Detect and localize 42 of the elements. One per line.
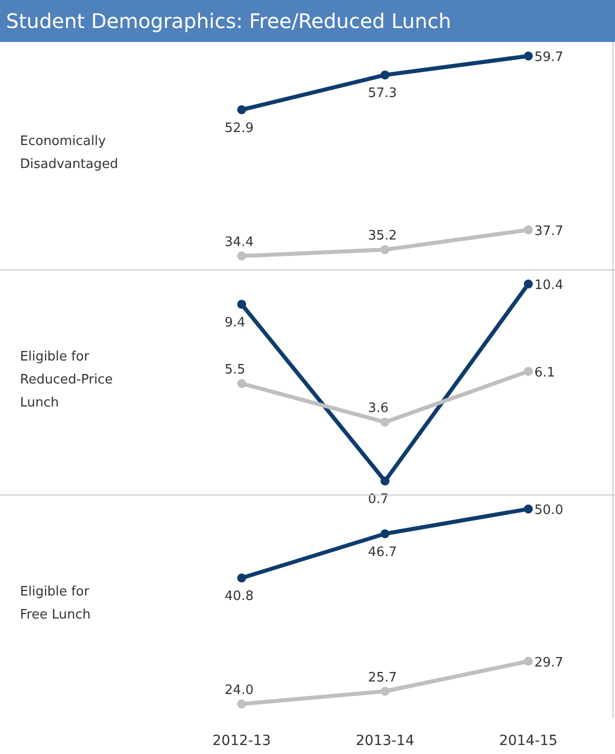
point	[380, 686, 390, 696]
point	[380, 418, 390, 427]
data-label: 40.8	[224, 589, 254, 604]
point	[237, 574, 246, 582]
data-label: 35.2	[368, 228, 397, 244]
point	[380, 70, 390, 80]
point	[524, 504, 533, 514]
x-tick-label: 2013-14	[356, 733, 414, 749]
point	[237, 300, 246, 309]
data-label: 9.4	[224, 315, 246, 330]
point	[380, 529, 390, 538]
y-axis-title: Economically Disadvantaged	[20, 134, 118, 172]
y-axis-title: Eligible for Reduced-Price Lunch	[20, 350, 113, 410]
data-label: 10.4	[534, 278, 564, 293]
point	[524, 52, 533, 60]
point	[524, 280, 533, 288]
data-label: 57.3	[368, 86, 397, 101]
data-label: 6.1	[534, 365, 556, 380]
data-label: 37.7	[534, 224, 564, 239]
point	[380, 245, 390, 254]
data-label: 59.7	[534, 50, 564, 65]
x-tick-label: 2014-15	[499, 733, 558, 749]
point	[237, 700, 246, 708]
data-label: 34.4	[224, 235, 254, 250]
data-label: 5.5	[224, 362, 246, 378]
point	[524, 656, 533, 666]
data-label: 25.7	[368, 670, 397, 686]
y-axis-title: Eligible for Free Lunch	[20, 584, 91, 622]
point	[237, 379, 246, 388]
data-label: 46.7	[368, 544, 397, 560]
point	[524, 225, 533, 234]
point	[237, 105, 246, 114]
point	[380, 476, 390, 486]
data-label: 29.7	[534, 655, 564, 670]
x-tick-label: 2012-13	[212, 733, 271, 749]
point	[524, 366, 533, 376]
data-label: 3.6	[368, 401, 389, 416]
point	[237, 252, 246, 260]
data-label: 50.0	[534, 503, 564, 518]
data-label: 24.0	[224, 683, 254, 698]
chart-title: Student Demographics: Free/Reduced Lunch	[6, 9, 452, 33]
data-label: 52.9	[224, 120, 254, 136]
